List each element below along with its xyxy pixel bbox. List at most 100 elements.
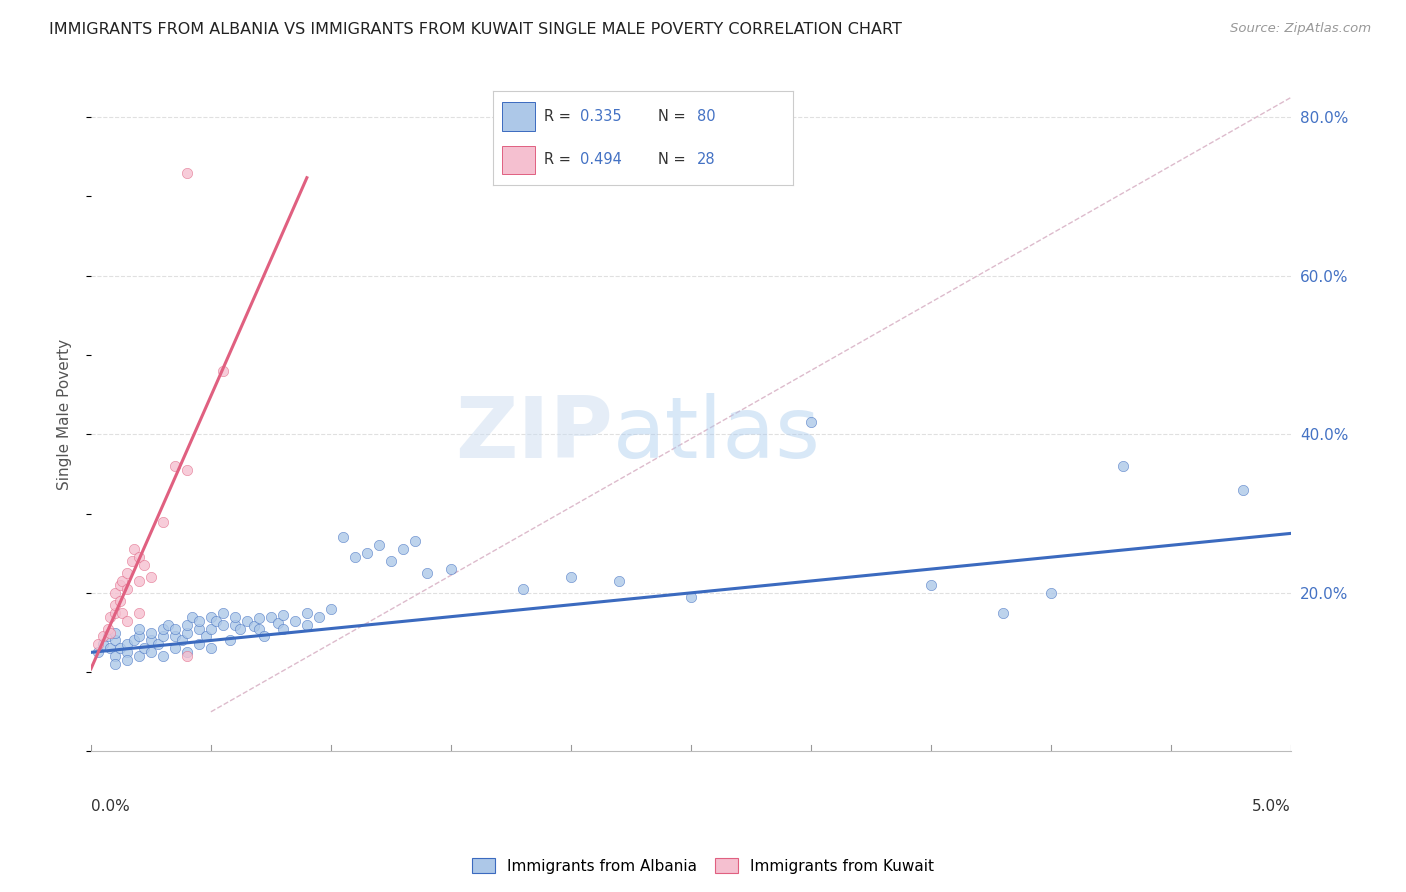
- Point: [139, 645, 162, 659]
- Point: [128, 606, 150, 620]
- Point: [679, 590, 702, 604]
- Point: [187, 622, 209, 636]
- Point: [236, 614, 259, 628]
- Point: [176, 645, 198, 659]
- Point: [800, 416, 823, 430]
- Point: [121, 554, 143, 568]
- Point: [132, 558, 155, 573]
- Point: [219, 633, 242, 648]
- Point: [243, 619, 266, 633]
- Point: [200, 641, 222, 656]
- Point: [152, 630, 174, 644]
- Point: [104, 586, 127, 600]
- Point: [172, 633, 194, 648]
- Point: [115, 645, 138, 659]
- Point: [152, 515, 174, 529]
- Point: [212, 606, 235, 620]
- Point: [91, 637, 114, 651]
- Point: [152, 622, 174, 636]
- Point: [111, 606, 134, 620]
- Point: [212, 364, 235, 378]
- Point: [204, 614, 226, 628]
- Point: [607, 574, 630, 588]
- Point: [176, 625, 198, 640]
- Point: [187, 637, 209, 651]
- Point: [98, 625, 121, 640]
- Point: [247, 611, 270, 625]
- Point: [128, 550, 150, 565]
- Point: [128, 574, 150, 588]
- Point: [332, 530, 354, 544]
- Point: [343, 550, 366, 565]
- Point: [108, 641, 131, 656]
- Text: 5.0%: 5.0%: [1251, 798, 1291, 814]
- Point: [1111, 458, 1133, 473]
- Point: [308, 609, 330, 624]
- Point: [187, 614, 209, 628]
- Point: [356, 546, 378, 560]
- Point: [380, 554, 402, 568]
- Point: [104, 649, 127, 664]
- Point: [271, 622, 294, 636]
- Point: [195, 630, 218, 644]
- Point: [98, 609, 121, 624]
- Point: [253, 630, 276, 644]
- Y-axis label: Single Male Poverty: Single Male Poverty: [58, 339, 72, 490]
- Point: [228, 622, 250, 636]
- Point: [295, 606, 318, 620]
- Point: [163, 630, 186, 644]
- Point: [560, 570, 582, 584]
- Point: [104, 657, 127, 672]
- Point: [87, 637, 110, 651]
- Point: [212, 617, 235, 632]
- Text: IMMIGRANTS FROM ALBANIA VS IMMIGRANTS FROM KUWAIT SINGLE MALE POVERTY CORRELATIO: IMMIGRANTS FROM ALBANIA VS IMMIGRANTS FR…: [49, 22, 903, 37]
- Point: [271, 608, 294, 623]
- Point: [176, 617, 198, 632]
- Point: [111, 574, 134, 588]
- Point: [139, 633, 162, 648]
- Point: [104, 625, 127, 640]
- Point: [156, 617, 179, 632]
- Point: [416, 566, 439, 580]
- Point: [122, 633, 145, 648]
- Point: [163, 458, 186, 473]
- Point: [176, 463, 198, 477]
- Point: [115, 582, 138, 596]
- Text: 0.0%: 0.0%: [91, 798, 129, 814]
- Point: [104, 598, 127, 612]
- Point: [392, 542, 415, 557]
- Point: [104, 606, 127, 620]
- Point: [1232, 483, 1254, 497]
- Point: [146, 637, 169, 651]
- Point: [139, 570, 162, 584]
- Legend: Immigrants from Albania, Immigrants from Kuwait: Immigrants from Albania, Immigrants from…: [465, 852, 941, 880]
- Point: [163, 641, 186, 656]
- Point: [98, 641, 121, 656]
- Point: [267, 615, 290, 630]
- Point: [115, 566, 138, 580]
- Point: [97, 630, 120, 644]
- Point: [991, 606, 1014, 620]
- Point: [91, 630, 114, 644]
- Point: [920, 578, 942, 592]
- Point: [128, 630, 150, 644]
- Point: [115, 637, 138, 651]
- Point: [200, 622, 222, 636]
- Point: [87, 645, 110, 659]
- Point: [224, 609, 246, 624]
- Point: [284, 614, 307, 628]
- Point: [180, 609, 202, 624]
- Point: [512, 582, 534, 596]
- Point: [139, 625, 162, 640]
- Point: [97, 622, 120, 636]
- Text: atlas: atlas: [613, 393, 821, 476]
- Point: [1039, 586, 1062, 600]
- Point: [115, 653, 138, 667]
- Point: [104, 633, 127, 648]
- Point: [404, 534, 426, 549]
- Point: [122, 542, 145, 557]
- Point: [200, 609, 222, 624]
- Point: [128, 622, 150, 636]
- Point: [224, 617, 246, 632]
- Text: ZIP: ZIP: [456, 393, 613, 476]
